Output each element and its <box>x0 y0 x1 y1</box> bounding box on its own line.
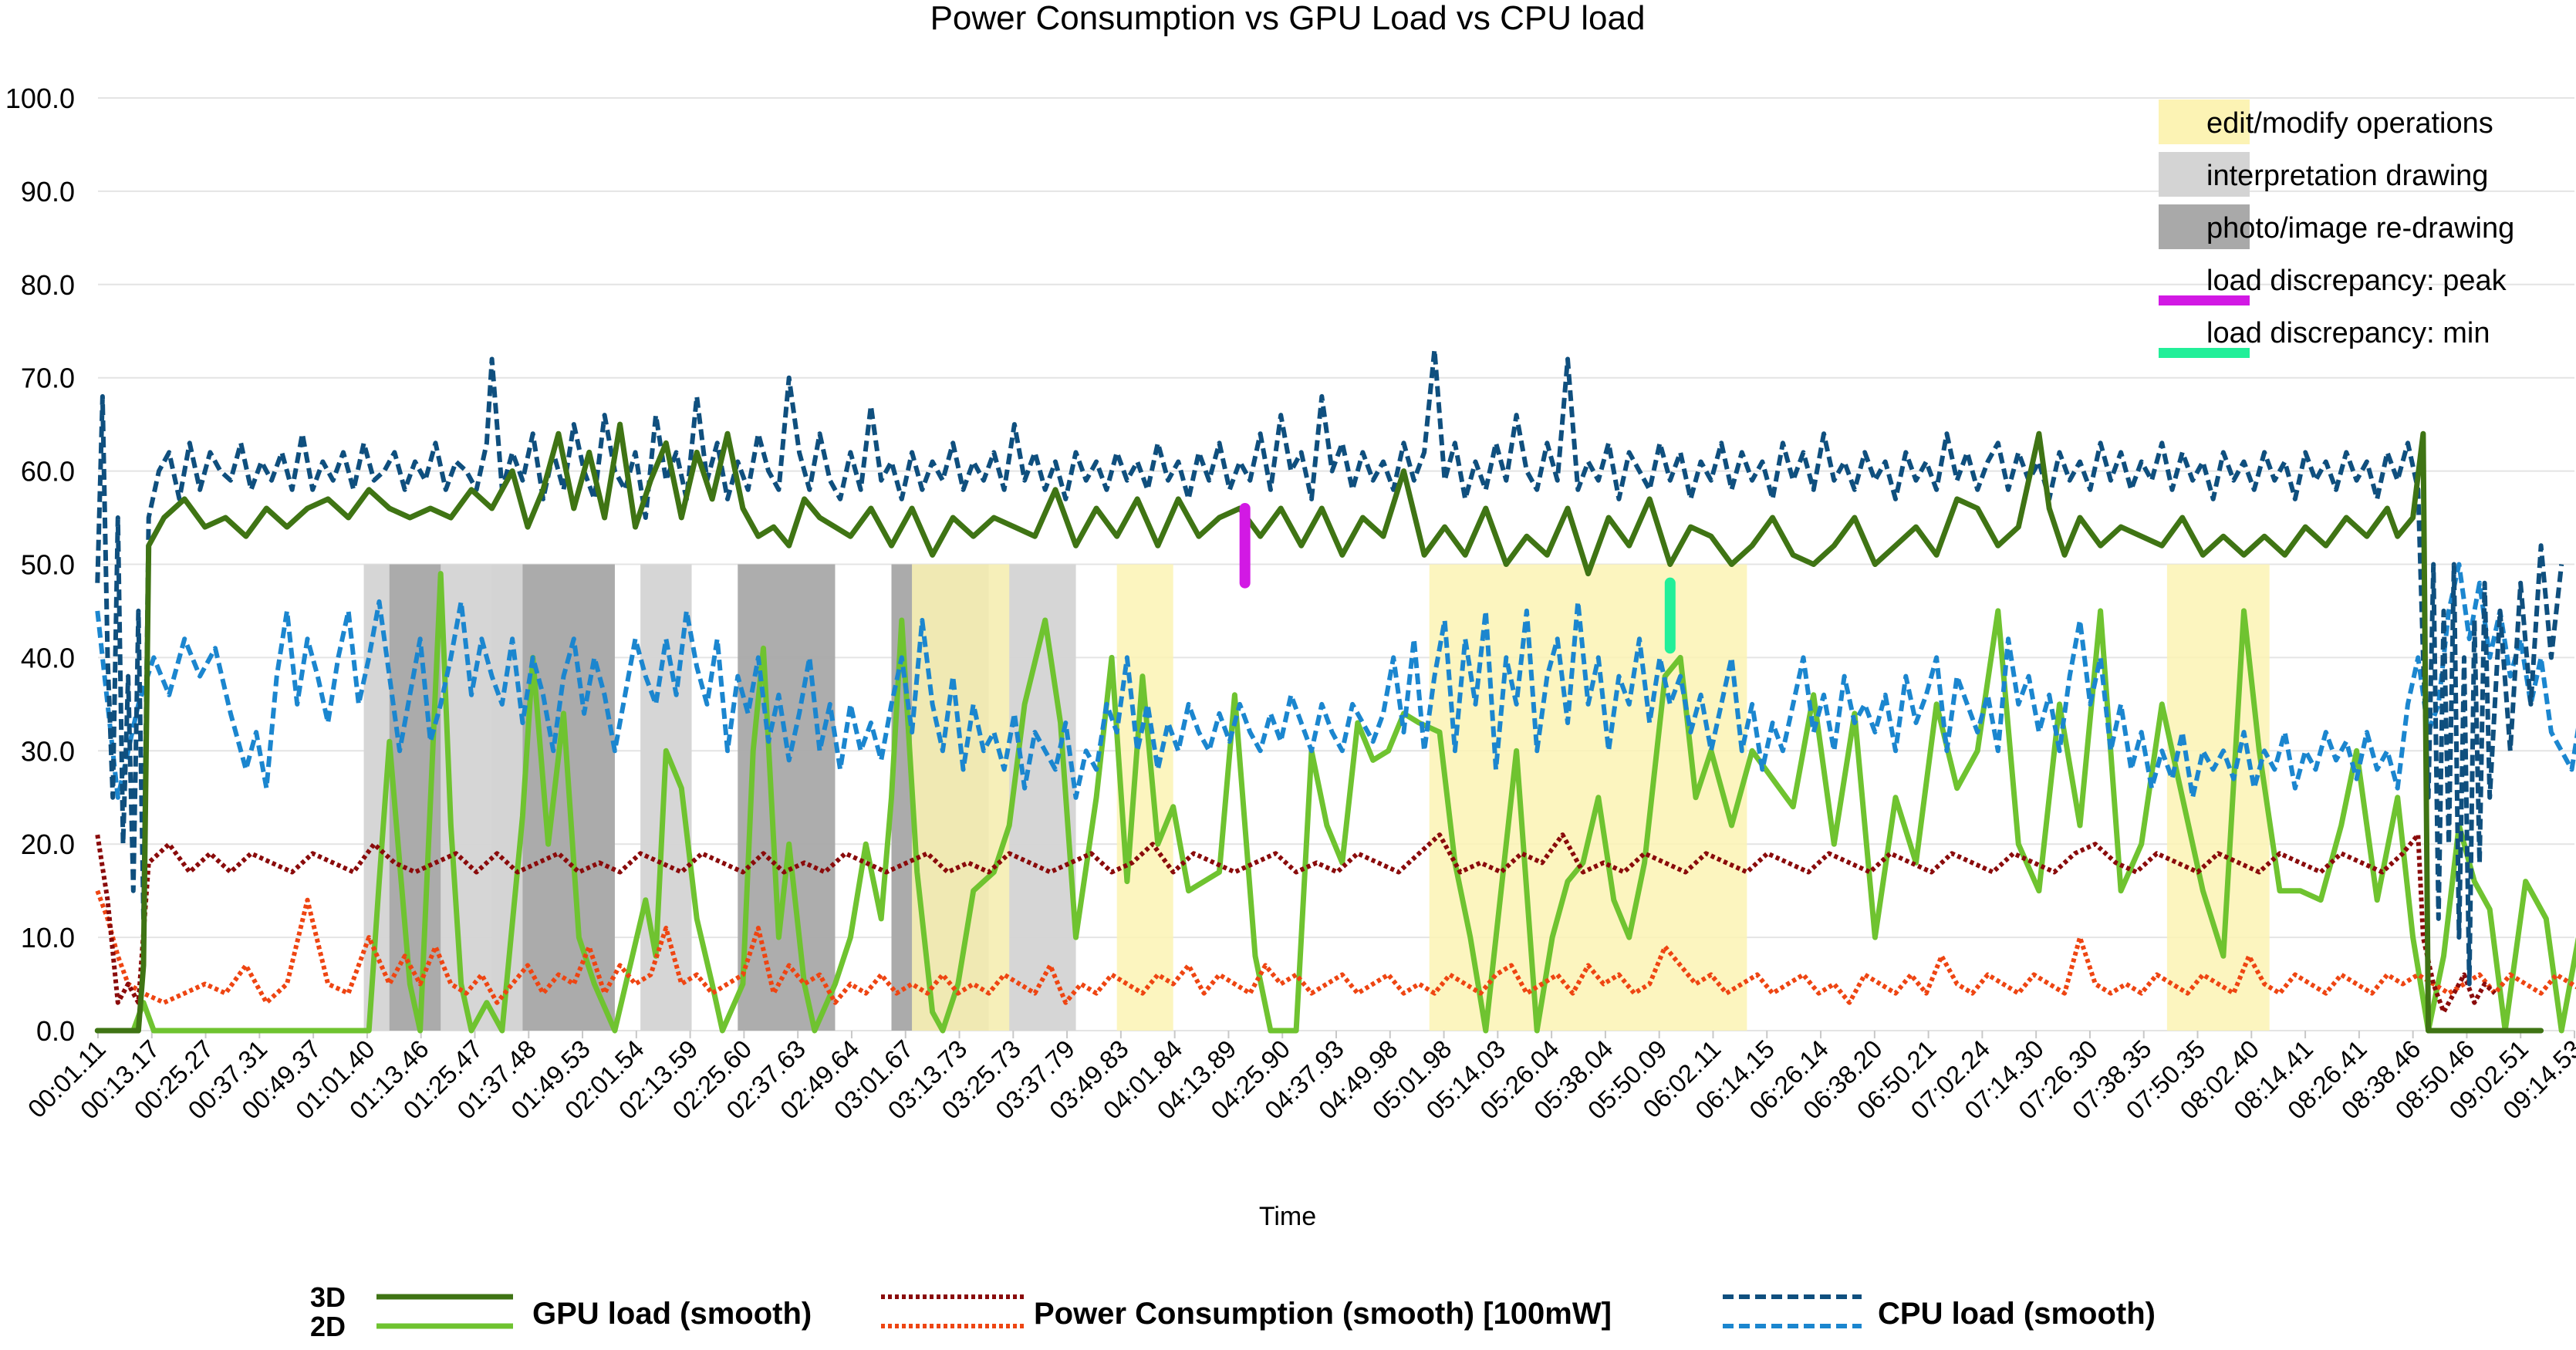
legend-label: interpretation drawing <box>2206 160 2488 192</box>
band-photo-image-re-drawing <box>738 564 836 1031</box>
y-tick-label: 20.0 <box>21 829 75 860</box>
y-tick-label: 0.0 <box>36 1015 75 1047</box>
legend-label: load discrepancy: peak <box>2206 265 2507 297</box>
band-edit-modify-operations <box>1116 564 1173 1031</box>
y-tick-label: 60.0 <box>21 456 75 488</box>
legend-label: load discrepancy: min <box>2206 317 2490 349</box>
legend-label: photo/image re-drawing <box>2206 212 2514 245</box>
y-tick-label: 90.0 <box>21 176 75 208</box>
y-tick-label: 100.0 <box>5 83 75 114</box>
legend-swatch <box>2159 204 2250 249</box>
series-cpu-load-smooth-3d <box>95 347 2564 987</box>
y-tick-label: 30.0 <box>21 735 75 767</box>
discrepancy-markers <box>1239 502 1676 654</box>
y-tick-label: 10.0 <box>21 922 75 953</box>
y-tick-label: 50.0 <box>21 549 75 581</box>
legend-swatch <box>2159 100 2250 144</box>
chart-title: Power Consumption vs GPU Load vs CPU loa… <box>930 0 1646 37</box>
legend-swatch <box>2159 295 2250 305</box>
legend-swatch <box>2159 152 2250 197</box>
x-axis-ticks: 00:01.1100:13.1700:25.2700:37.3100:49.37… <box>22 1034 2576 1125</box>
x-axis-label: Time <box>1259 1202 1316 1231</box>
y-tick-label: 70.0 <box>21 363 75 394</box>
y-tick-label: 80.0 <box>21 269 75 301</box>
series-cpu-load-smooth-2d <box>95 562 2576 800</box>
y-axis-ticks: 0.0 10.0 20.0 30.0 40.0 50.0 60.0 70.0 80.0 90.0 1… <box>5 83 75 1047</box>
legend-series-label: GPU load (smooth) <box>532 1297 812 1331</box>
legend-swatch <box>2159 348 2250 358</box>
y-tick-label: 40.0 <box>21 642 75 673</box>
legend-row-label: 2D <box>310 1311 346 1342</box>
series-power-consumption-smooth-mw-3d <box>95 832 2497 1014</box>
legend-label: edit/modify operations <box>2206 107 2493 140</box>
legend-series-label: Power Consumption (smooth) [100mW] <box>1034 1297 1612 1331</box>
legend-series-label: CPU load (smooth) <box>1878 1297 2156 1331</box>
legend-row-label: 3D <box>310 1281 346 1313</box>
band-edit-modify-operations <box>1429 564 1747 1031</box>
legend-activities: edit/modify operations interpretation dra… <box>2159 100 2514 358</box>
series-gpu-load-smooth-2d <box>94 571 2576 1034</box>
